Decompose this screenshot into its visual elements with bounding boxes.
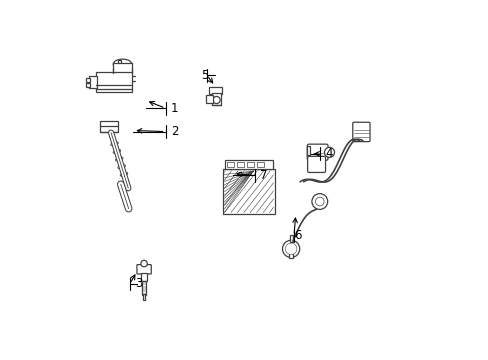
Bar (142, 281, 146, 295)
Ellipse shape (115, 157, 123, 161)
Bar (247, 162, 253, 167)
Bar (86, 78, 89, 82)
Bar (224, 160, 273, 169)
Text: 5: 5 (201, 69, 208, 82)
Bar (96, 72, 132, 92)
FancyBboxPatch shape (352, 122, 369, 141)
FancyBboxPatch shape (137, 265, 151, 274)
FancyBboxPatch shape (306, 144, 327, 160)
Circle shape (285, 243, 296, 255)
FancyBboxPatch shape (307, 156, 325, 172)
Bar (223, 169, 274, 214)
Circle shape (315, 197, 324, 206)
Text: 3: 3 (135, 278, 142, 291)
Bar (86, 83, 89, 87)
Bar (306, 146, 309, 155)
Circle shape (141, 260, 147, 267)
Bar (206, 95, 212, 103)
Ellipse shape (110, 142, 118, 146)
Bar (113, 63, 132, 73)
Text: 2: 2 (171, 125, 178, 138)
Circle shape (324, 147, 334, 157)
Bar (100, 121, 117, 132)
Ellipse shape (113, 59, 132, 69)
Text: 6: 6 (293, 229, 301, 242)
Ellipse shape (118, 165, 125, 168)
Bar (208, 87, 222, 94)
Circle shape (311, 194, 327, 210)
Text: 4: 4 (325, 147, 332, 160)
Bar (141, 273, 147, 282)
Bar (289, 235, 292, 242)
Ellipse shape (113, 149, 121, 153)
Text: 1: 1 (171, 102, 178, 115)
Bar (237, 162, 244, 167)
Bar (257, 162, 264, 167)
Ellipse shape (125, 199, 129, 208)
Ellipse shape (120, 185, 124, 194)
Ellipse shape (122, 192, 126, 201)
Circle shape (212, 96, 220, 104)
Bar (88, 76, 97, 88)
Bar (227, 162, 233, 167)
Text: 7: 7 (260, 169, 267, 182)
Bar (142, 294, 145, 300)
Bar (288, 248, 293, 258)
Ellipse shape (120, 172, 127, 176)
Bar (212, 93, 221, 105)
Circle shape (282, 240, 299, 257)
